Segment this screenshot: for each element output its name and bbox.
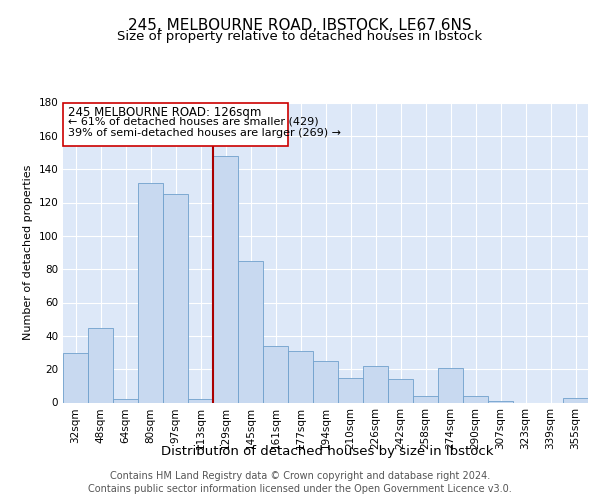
Bar [213,156,238,402]
Text: Contains HM Land Registry data © Crown copyright and database right 2024.: Contains HM Land Registry data © Crown c… [110,471,490,481]
Bar [138,182,163,402]
Bar [188,399,213,402]
Text: Contains public sector information licensed under the Open Government Licence v3: Contains public sector information licen… [88,484,512,494]
Bar [363,366,388,403]
Bar [238,261,263,402]
Bar [563,398,588,402]
Bar [338,378,363,402]
Y-axis label: Number of detached properties: Number of detached properties [23,165,33,340]
Text: 245, MELBOURNE ROAD, IBSTOCK, LE67 6NS: 245, MELBOURNE ROAD, IBSTOCK, LE67 6NS [128,18,472,32]
Bar [288,351,313,403]
Text: Size of property relative to detached houses in Ibstock: Size of property relative to detached ho… [118,30,482,43]
Text: ← 61% of detached houses are smaller (429): ← 61% of detached houses are smaller (42… [68,116,319,126]
Bar [488,401,513,402]
Bar [388,379,413,402]
Bar [263,346,288,403]
Bar [163,194,188,402]
Text: 245 MELBOURNE ROAD: 126sqm: 245 MELBOURNE ROAD: 126sqm [68,106,262,119]
Bar [463,396,488,402]
Bar [413,396,438,402]
Bar [313,361,338,403]
Bar [113,399,138,402]
Bar [438,368,463,402]
Bar [88,328,113,402]
Bar [63,352,88,403]
Text: 39% of semi-detached houses are larger (269) →: 39% of semi-detached houses are larger (… [68,128,341,138]
Text: Distribution of detached houses by size in Ibstock: Distribution of detached houses by size … [161,444,493,458]
Bar [63,102,288,146]
